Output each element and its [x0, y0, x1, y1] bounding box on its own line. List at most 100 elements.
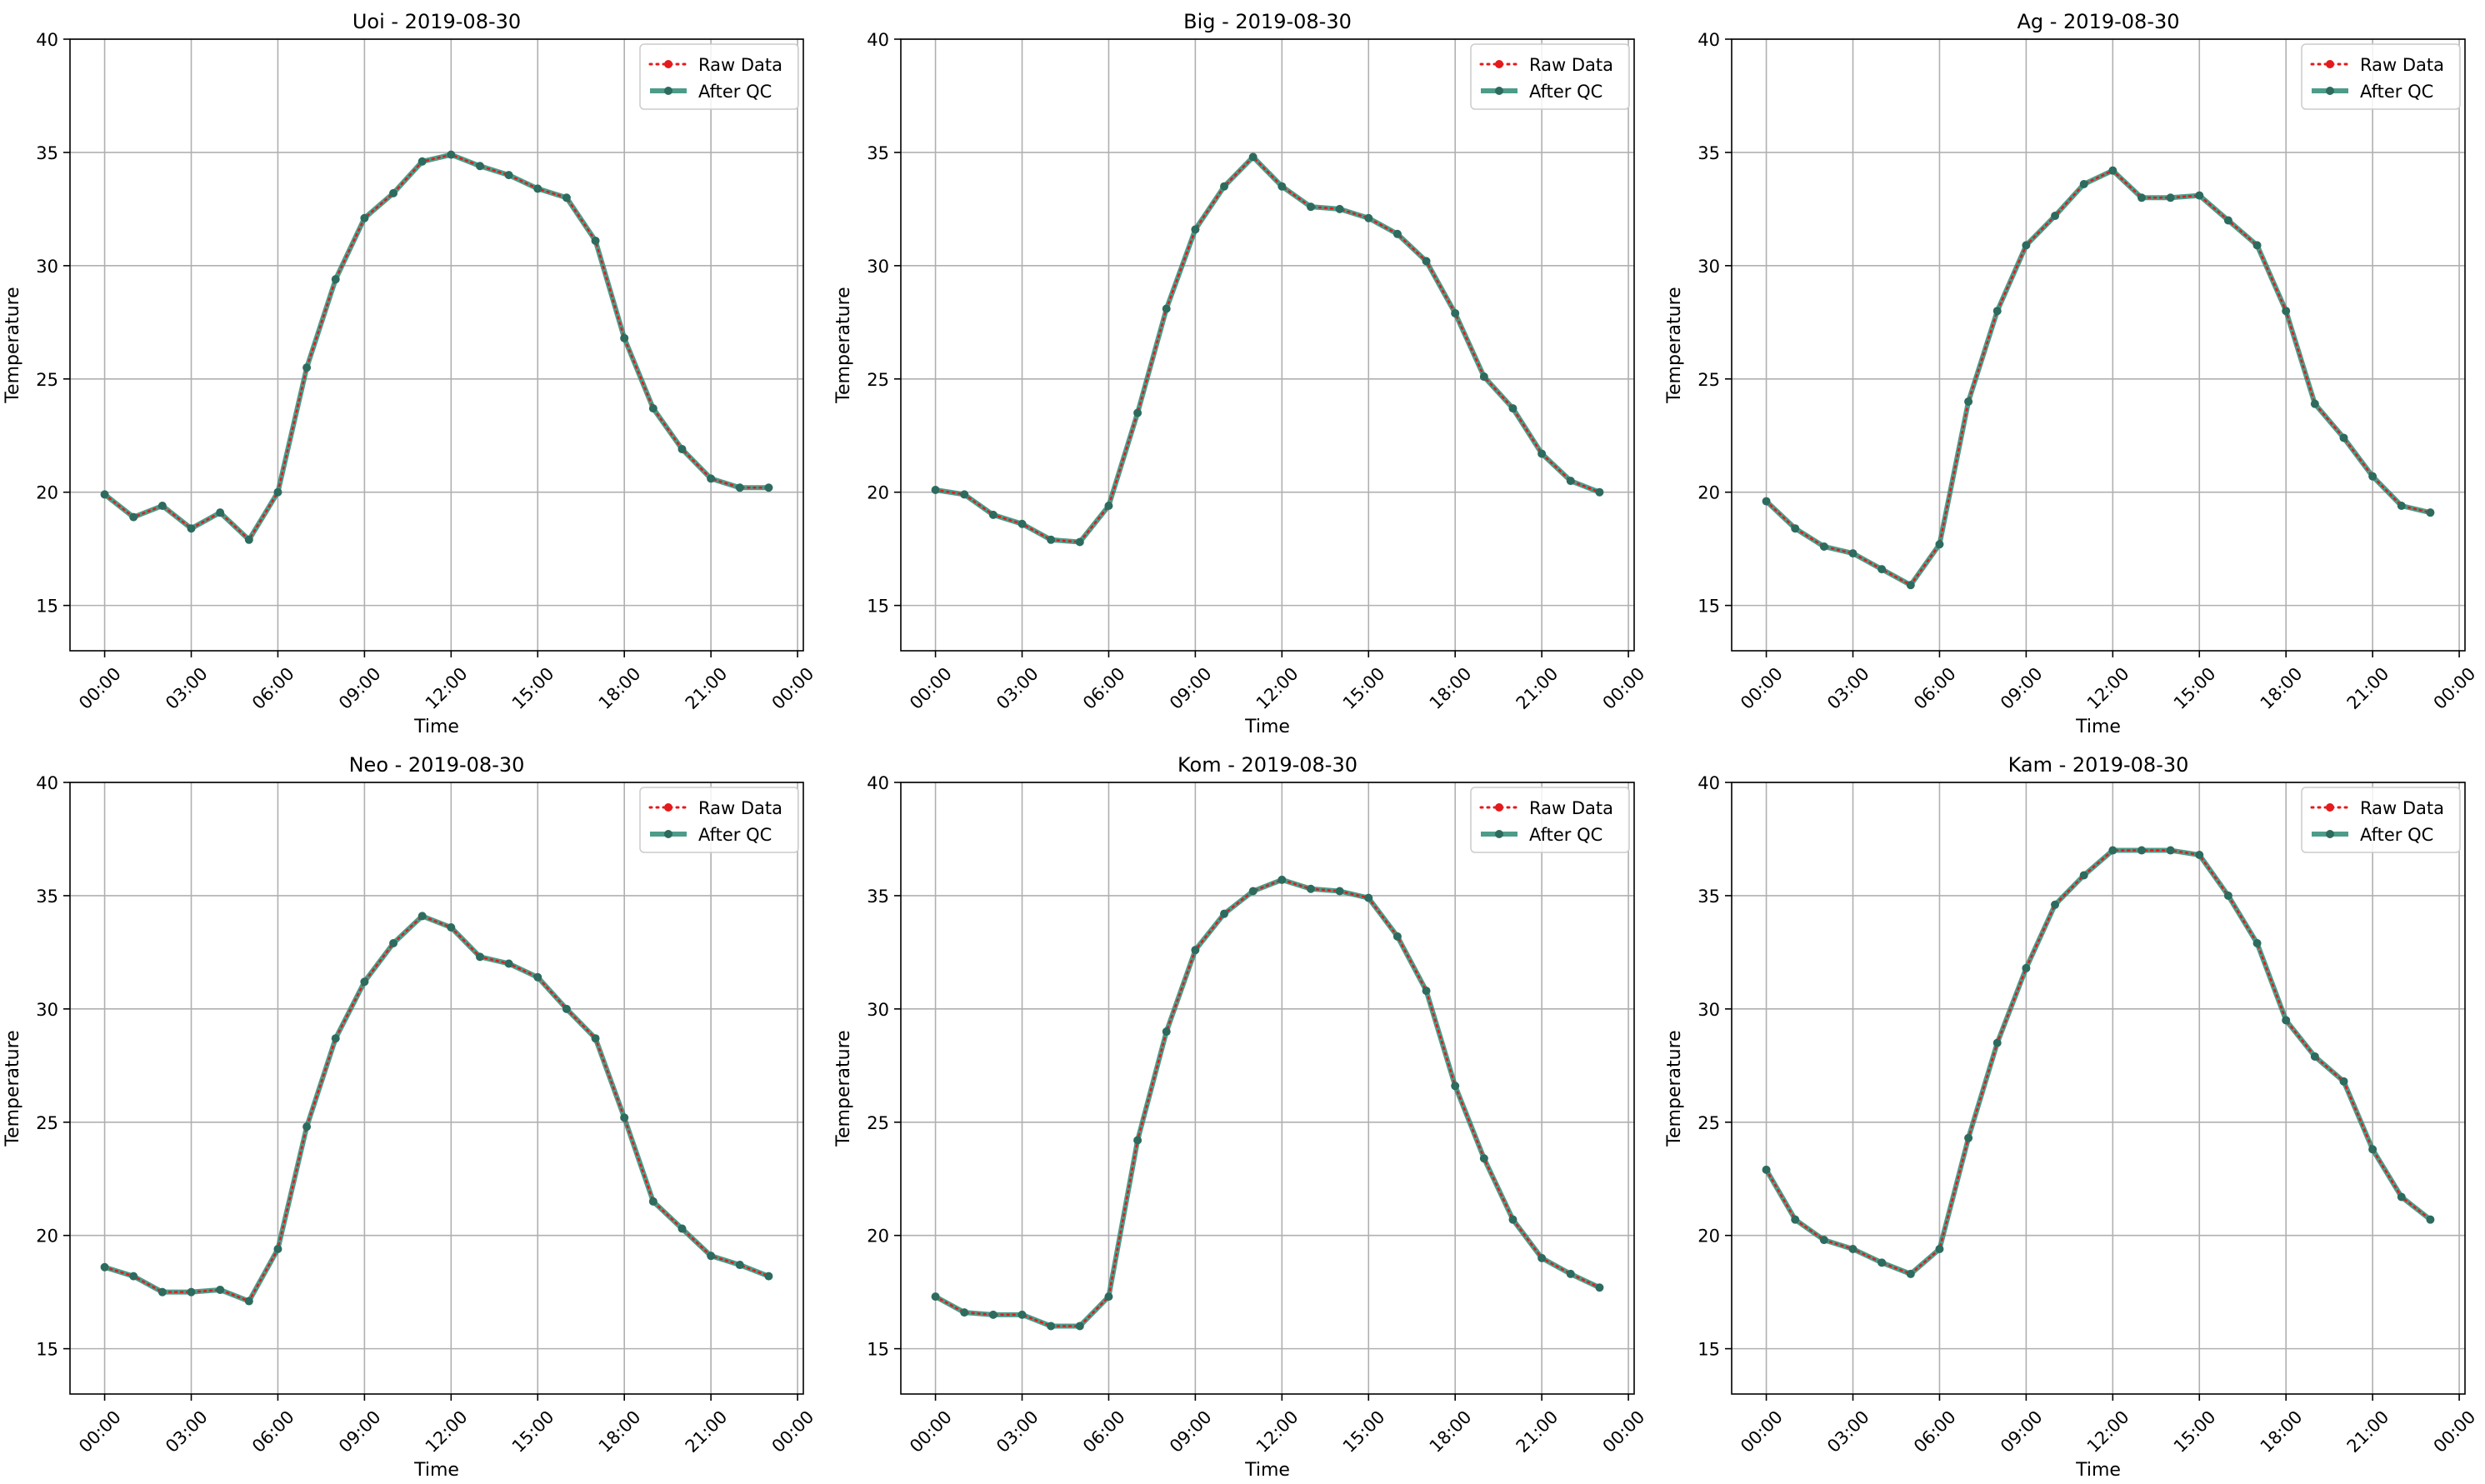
after-qc-point [562, 193, 571, 202]
after-qc-point [1191, 225, 1200, 234]
after-qc-point [2195, 850, 2204, 859]
y-tick-label: 30 [1698, 257, 1720, 277]
after-qc-point [1819, 1236, 1828, 1245]
axes-frame [900, 782, 1635, 1395]
y-tick-label: 15 [867, 1340, 889, 1360]
after-qc-point [1220, 182, 1229, 191]
series-raw-data-line [1765, 169, 2432, 587]
after-qc-point [1133, 408, 1142, 417]
after-qc-point [1935, 540, 1944, 549]
after-qc-point [2426, 1215, 2435, 1224]
x-tick-label: 00:00 [2430, 663, 2480, 713]
after-qc-point [1278, 182, 1287, 191]
y-tick-label: 40 [867, 773, 889, 793]
y-tick-label: 25 [36, 1113, 58, 1133]
y-tick-label: 25 [867, 1113, 889, 1133]
x-tick-label: 00:00 [1599, 663, 1649, 713]
x-tick-label: 18:00 [1426, 1407, 1476, 1457]
after-qc-point [1104, 1292, 1113, 1302]
y-tick-label: 30 [867, 257, 889, 277]
after-qc-point [1992, 307, 2002, 316]
legend: Raw Data After QC [1470, 43, 1630, 110]
after-qc-point [2022, 963, 2031, 972]
after-qc-point [620, 1113, 629, 1122]
x-tick-label: 15:00 [508, 1407, 558, 1457]
after-qc-point [648, 404, 658, 413]
legend-qc-label: After QC [1529, 82, 1602, 102]
legend-qc-label: After QC [698, 825, 772, 845]
after-qc-point [1162, 304, 1171, 313]
after-qc-point [216, 508, 225, 517]
y-tick-label: 35 [36, 887, 58, 907]
legend-qc-marker [1495, 87, 1503, 95]
legend: Raw Data After QC [639, 787, 799, 853]
after-qc-point [2223, 891, 2232, 900]
after-qc-point [1964, 397, 1973, 406]
y-tick-label: 40 [1698, 30, 1720, 50]
x-tick-label: 21:00 [682, 1407, 732, 1457]
after-qc-point [1335, 204, 1344, 213]
legend-raw-label: Raw Data [698, 55, 782, 75]
after-qc-point [2051, 900, 2060, 909]
x-tick-label: 00:00 [1737, 1407, 1787, 1457]
after-qc-point [2282, 1016, 2291, 1025]
after-qc-point [1364, 213, 1373, 222]
after-qc-point [2368, 1145, 2378, 1154]
y-axis-label: Temperature [1664, 287, 1685, 403]
after-qc-point [2223, 216, 2232, 225]
after-qc-point [764, 483, 773, 492]
x-tick-label: 06:00 [248, 663, 298, 713]
after-qc-point [1878, 565, 1887, 574]
after-qc-point [1451, 1082, 1460, 1091]
x-tick-label: 21:00 [2343, 663, 2393, 713]
panel-6: Kam - 2019-08-30 15 20 25 30 35 40 00:00 03:00 06… [1664, 753, 2479, 1481]
y-tick-label: 15 [1698, 1340, 1720, 1360]
series-raw-data-line [934, 878, 1601, 1327]
after-qc-point [931, 485, 940, 494]
x-tick-label: 00:00 [1599, 1407, 1649, 1457]
after-qc-point [2137, 193, 2146, 202]
x-tick-label: 12:00 [2083, 1407, 2133, 1457]
after-qc-point [1278, 875, 1287, 884]
x-tick-label: 00:00 [1737, 663, 1787, 713]
after-qc-point [244, 535, 253, 544]
after-qc-point [129, 512, 138, 522]
legend-raw-marker [1495, 60, 1503, 68]
panel-title: Uoi - 2019-08-30 [352, 10, 521, 33]
y-tick-label: 20 [867, 483, 889, 503]
series-after-qc-line [103, 913, 770, 1304]
after-qc-point [447, 922, 456, 932]
after-qc-point [187, 524, 196, 533]
after-qc-point [533, 972, 542, 982]
after-qc-point [1935, 1245, 1944, 1254]
panel-title: Neo - 2019-08-30 [349, 753, 525, 777]
x-tick-label: 15:00 [508, 663, 558, 713]
after-qc-point [2108, 166, 2118, 175]
after-qc-point [1848, 549, 1858, 558]
x-tick-label: 00:00 [906, 1407, 956, 1457]
x-axis-label: Time [2075, 717, 2121, 737]
after-qc-point [1538, 449, 1547, 458]
legend-qc-label: After QC [2360, 82, 2433, 102]
after-qc-point [1047, 535, 1056, 544]
x-tick-label: 00:00 [2430, 1407, 2480, 1457]
y-tick-label: 20 [1698, 1227, 1720, 1247]
axes-frame [69, 38, 804, 652]
after-qc-point [1162, 1027, 1171, 1037]
y-tick-label: 15 [1698, 597, 1720, 617]
legend-raw-marker [664, 803, 672, 812]
x-tick-label: 03:00 [1823, 663, 1873, 713]
after-qc-point [988, 1310, 998, 1319]
after-qc-point [2397, 1192, 2406, 1202]
x-tick-label: 15:00 [1339, 663, 1389, 713]
legend: Raw Data After QC [639, 43, 799, 110]
y-tick-label: 15 [36, 597, 58, 617]
y-tick-label: 35 [36, 143, 58, 163]
after-qc-point [2397, 502, 2406, 511]
after-qc-point [1306, 202, 1315, 212]
y-tick-label: 35 [867, 887, 889, 907]
x-tick-label: 00:00 [768, 1407, 818, 1457]
after-qc-point [735, 483, 744, 492]
x-tick-label: 00:00 [768, 663, 818, 713]
x-tick-label: 18:00 [1426, 663, 1476, 713]
